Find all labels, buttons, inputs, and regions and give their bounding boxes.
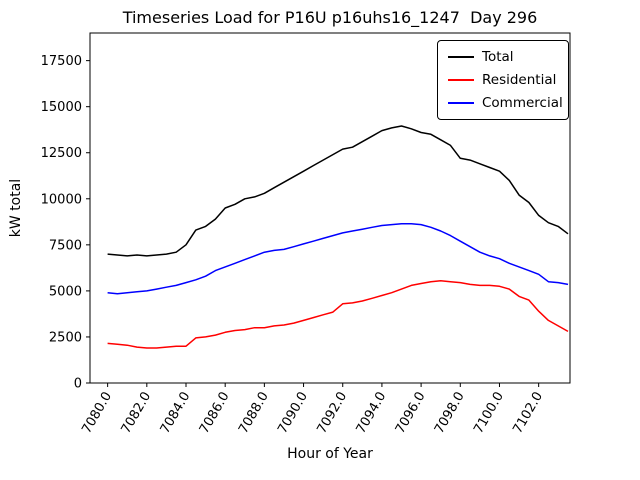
svg-text:17500: 17500 — [41, 54, 82, 69]
chart-title: Timeseries Load for P16U p16uhs16_1247 D… — [122, 8, 538, 27]
residential-line-swatch — [448, 79, 474, 81]
y-axis-label: kW total — [8, 178, 24, 238]
legend-label-residential: Residential — [482, 72, 557, 88]
legend-item-total: Total — [448, 49, 558, 65]
svg-text:7080.0: 7080.0 — [79, 390, 115, 437]
svg-text:7084.0: 7084.0 — [158, 390, 194, 437]
svg-text:10000: 10000 — [41, 192, 82, 207]
legend-item-residential: Residential — [448, 72, 558, 88]
legend: Total Residential Commercial — [437, 40, 569, 120]
svg-text:0: 0 — [74, 377, 82, 392]
svg-text:7096.0: 7096.0 — [393, 390, 429, 437]
total-line-swatch — [448, 56, 474, 58]
svg-text:7102.0: 7102.0 — [510, 390, 546, 437]
svg-text:7090.0: 7090.0 — [275, 390, 311, 437]
svg-text:7082.0: 7082.0 — [119, 390, 155, 437]
svg-text:5000: 5000 — [49, 284, 82, 299]
svg-text:7094.0: 7094.0 — [354, 390, 390, 437]
commercial-line-swatch — [448, 102, 474, 104]
legend-label-total: Total — [482, 49, 514, 65]
svg-text:2500: 2500 — [49, 330, 82, 345]
x-axis-label: Hour of Year — [287, 446, 373, 462]
legend-label-commercial: Commercial — [482, 95, 563, 111]
svg-text:7086.0: 7086.0 — [197, 390, 233, 437]
svg-text:7100.0: 7100.0 — [471, 390, 507, 437]
svg-text:7500: 7500 — [49, 238, 82, 253]
svg-text:7098.0: 7098.0 — [432, 390, 468, 437]
svg-text:15000: 15000 — [41, 100, 82, 115]
legend-item-commercial: Commercial — [448, 95, 563, 111]
svg-text:7088.0: 7088.0 — [236, 390, 272, 437]
svg-text:12500: 12500 — [41, 146, 82, 161]
svg-text:7092.0: 7092.0 — [314, 390, 350, 437]
